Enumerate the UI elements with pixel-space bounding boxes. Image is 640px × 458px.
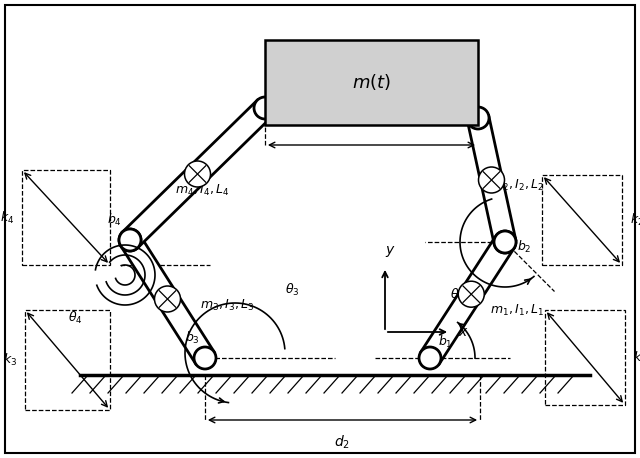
- Circle shape: [194, 347, 216, 369]
- Circle shape: [494, 231, 516, 253]
- Polygon shape: [121, 234, 214, 364]
- Text: $d_1$: $d_1$: [364, 109, 380, 127]
- Text: $k_2$: $k_2$: [630, 212, 640, 228]
- Text: $m_2,I_2,L_2$: $m_2,I_2,L_2$: [490, 177, 544, 192]
- Circle shape: [154, 286, 180, 312]
- Text: $x$: $x$: [458, 325, 468, 339]
- Polygon shape: [420, 236, 514, 364]
- Circle shape: [119, 229, 141, 251]
- Text: $\theta_1$: $\theta_1$: [450, 287, 465, 303]
- Polygon shape: [122, 100, 273, 248]
- Text: $m(t)$: $m(t)$: [352, 72, 391, 93]
- Text: $y$: $y$: [385, 244, 396, 259]
- Text: $b_4$: $b_4$: [107, 212, 122, 228]
- Text: $k_3$: $k_3$: [3, 352, 17, 368]
- Text: $d_2$: $d_2$: [335, 434, 351, 452]
- Text: $m_3,I_3,L_3$: $m_3,I_3,L_3$: [200, 297, 254, 312]
- Text: $b_1$: $b_1$: [438, 334, 452, 350]
- Bar: [542, 175, 622, 265]
- Text: $m_4,I_4,L_4$: $m_4,I_4,L_4$: [175, 182, 230, 197]
- Bar: [25, 310, 110, 410]
- Circle shape: [119, 229, 141, 251]
- Circle shape: [419, 347, 441, 369]
- Circle shape: [184, 161, 211, 187]
- Text: $b_3$: $b_3$: [185, 330, 200, 346]
- Circle shape: [254, 97, 276, 119]
- Bar: [22, 170, 110, 265]
- Circle shape: [479, 167, 504, 193]
- Text: $b_2$: $b_2$: [517, 239, 532, 255]
- Text: $m_1,I_1,L_1$: $m_1,I_1,L_1$: [490, 302, 544, 317]
- Text: $k_4$: $k_4$: [0, 209, 14, 225]
- Text: $\theta_3$: $\theta_3$: [285, 282, 300, 298]
- Polygon shape: [467, 116, 516, 244]
- Bar: [545, 310, 625, 405]
- Circle shape: [494, 231, 516, 253]
- Text: $k_1$: $k_1$: [633, 349, 640, 365]
- Text: $\theta_4$: $\theta_4$: [68, 310, 83, 326]
- Text: $\theta_2$: $\theta_2$: [483, 171, 497, 187]
- Circle shape: [458, 281, 484, 307]
- Bar: [265, 40, 478, 125]
- Circle shape: [467, 107, 489, 129]
